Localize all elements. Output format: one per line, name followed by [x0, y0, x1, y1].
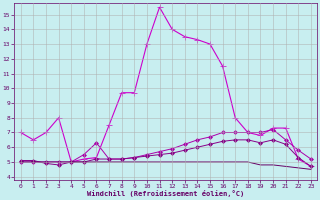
X-axis label: Windchill (Refroidissement éolien,°C): Windchill (Refroidissement éolien,°C)	[87, 190, 244, 197]
